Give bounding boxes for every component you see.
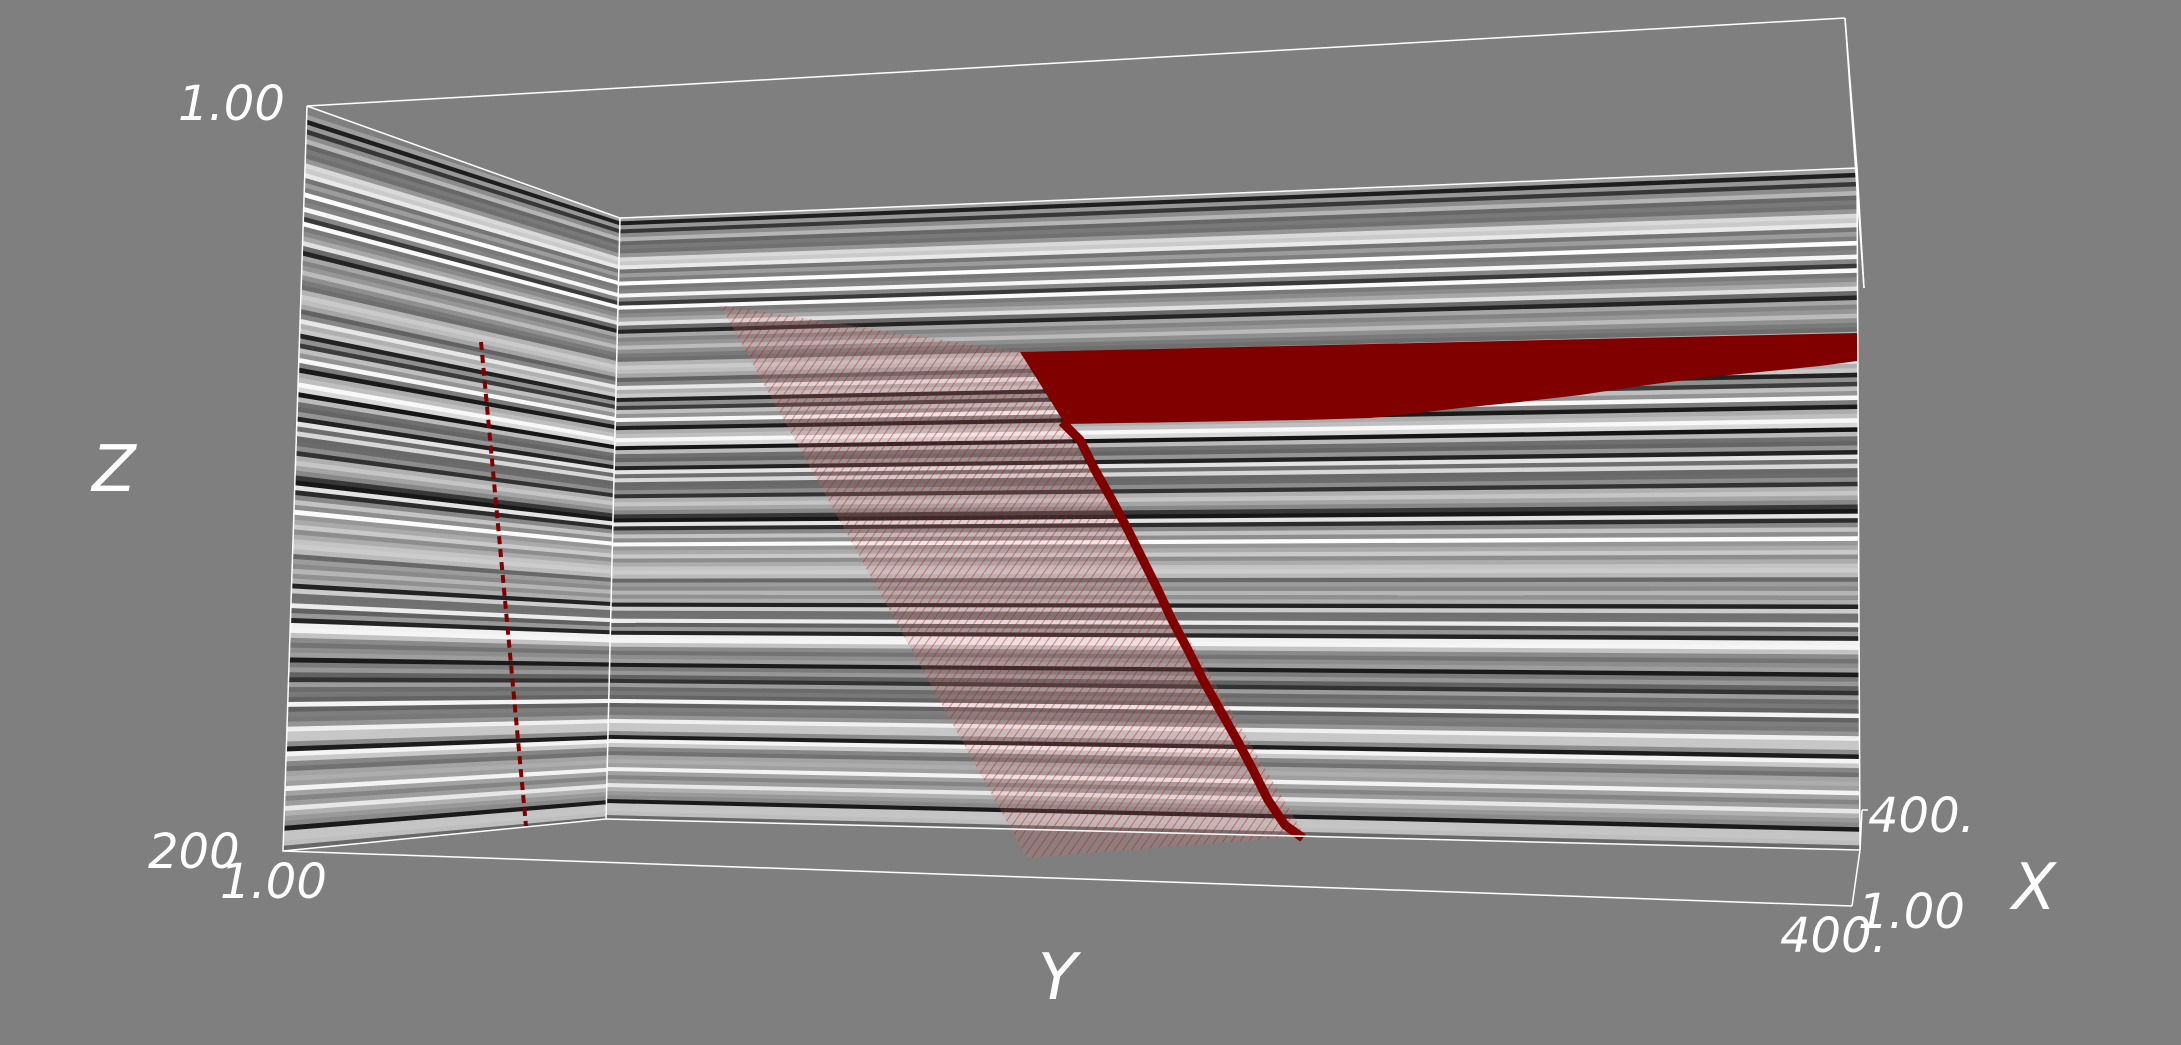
y-axis-min-tick: 1.00	[220, 854, 327, 910]
z-axis-max-tick: 200	[148, 824, 240, 880]
fault-surface-transparent	[720, 305, 1305, 858]
y-axis-title: Y	[1038, 941, 1078, 1015]
x-axis-title: X	[2012, 851, 2056, 925]
bounding-box-outline	[282, 17, 1868, 907]
fault-trace-left-slice	[479, 341, 528, 827]
fault-block-fill	[1020, 333, 1857, 424]
z-axis-title: Z	[92, 433, 136, 507]
fault-overlay	[479, 305, 1857, 858]
x-axis-max-tick: 400.	[1868, 788, 1975, 844]
z-axis-min-tick: 1.00	[178, 76, 285, 132]
inline-slice-left	[283, 106, 620, 851]
fault-trace-line	[1058, 418, 1306, 842]
x-axis-min-tick: 1.00	[1858, 884, 1965, 940]
y-axis-max-tick: 400.	[1780, 908, 1887, 964]
